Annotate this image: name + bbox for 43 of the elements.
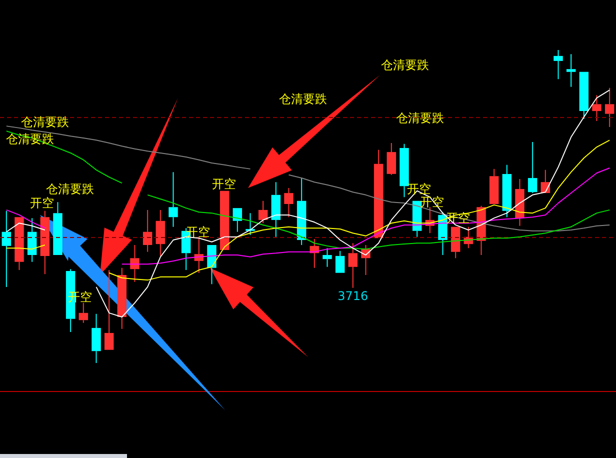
- candlestick: [40, 210, 50, 275]
- candlestick: [515, 178, 524, 226]
- annotation: 开空: [212, 177, 236, 192]
- candlestick: [117, 267, 127, 330]
- candlestick: [284, 188, 294, 218]
- candlestick: [104, 270, 114, 350]
- candlestick: [53, 202, 62, 256]
- annotation: 仓清要跌: [46, 182, 94, 196]
- candlestick: [258, 200, 268, 224]
- candlestick: [400, 143, 409, 198]
- candlestick: [92, 313, 101, 364]
- annotation: 仓清要跌: [279, 92, 327, 106]
- annotation: 开空: [407, 182, 431, 196]
- candlestick: [207, 245, 216, 285]
- annotation: 仓清要跌: [381, 58, 429, 72]
- candlestick: [450, 226, 460, 259]
- candlestick: [27, 218, 37, 262]
- candlestick: [335, 250, 345, 273]
- annotation: 开空: [186, 225, 210, 240]
- candlestick: [554, 50, 563, 80]
- candlestick: [592, 94, 602, 122]
- candlestick: [566, 54, 576, 88]
- annotation: 仓清要跌: [21, 115, 69, 130]
- candlestick: [78, 302, 88, 324]
- candlestick: [130, 244, 140, 282]
- candlestick: [168, 172, 178, 228]
- annotation: 仓清要跌: [396, 111, 444, 126]
- annotation: 3716: [338, 289, 368, 304]
- candlestick: [142, 209, 152, 252]
- candlestick: [348, 242, 358, 288]
- candlestick: [502, 164, 512, 218]
- candlestick: [528, 142, 538, 194]
- candlestick: [386, 142, 396, 176]
- candlestick: [374, 149, 384, 238]
- candlestick: [232, 208, 242, 232]
- candlestick: [489, 168, 499, 204]
- candlestick: [271, 182, 281, 238]
- candlestick: [2, 210, 12, 288]
- candlestick: [604, 87, 614, 128]
- annotation: 开空: [30, 196, 54, 210]
- candlestick: [14, 217, 24, 271]
- candlestick: [322, 248, 332, 268]
- candlestick: [156, 209, 166, 256]
